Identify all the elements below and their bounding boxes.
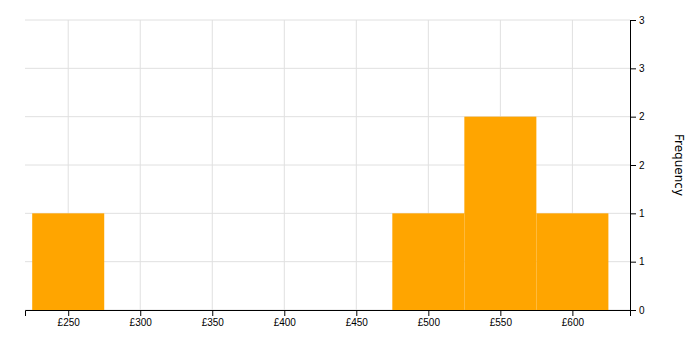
tick-label: £550 [490,317,513,328]
tick-label: £250 [58,317,81,328]
tick: £500 [418,310,441,328]
tick: £250 [58,310,81,328]
bar [32,213,104,310]
tick-label: £500 [418,317,441,328]
bar [392,213,464,310]
axis-line [26,311,631,317]
plot-area: £250 £300 £350 £400 £450 £500 £550 £600 0 1 1 2 2 3 3 [25,15,645,328]
tick: £550 [490,310,513,328]
y-axis: 0 1 1 2 2 3 3 [630,15,645,316]
grid-line [25,68,630,69]
tick: 2 [630,111,645,122]
tick-mark [572,310,573,316]
tick-mark [68,310,69,316]
tick-label: £300 [130,317,153,328]
tick-label: 3 [639,15,645,26]
tick-label: 0 [639,305,645,316]
bar [464,117,536,310]
tick-mark [630,310,636,311]
tick-label: 2 [639,160,645,171]
tick-mark [140,310,141,316]
tick: 0 [630,305,645,316]
grid-line [212,20,213,310]
axis-line [631,21,637,311]
tick-mark [212,310,213,316]
tick-mark [630,213,636,214]
grid-line [140,20,141,310]
tick: 2 [630,160,645,171]
tick-mark [630,117,636,118]
bar [104,310,176,311]
tick: £400 [274,310,297,328]
grid-line [25,20,630,21]
bar [536,213,608,310]
tick-mark [630,20,636,21]
chart: £250 £300 £350 £400 £450 £500 £550 £600 0 1 1 2 2 3 3 F… [0,0,700,350]
tick-mark [630,68,636,69]
tick: 3 [630,15,645,26]
tick-label: £350 [202,317,225,328]
tick-label: £450 [346,317,369,328]
grid-line [25,116,630,117]
tick-label: £600 [562,317,585,328]
tick-label: 1 [639,256,645,267]
axis-title: Frequency [672,134,686,196]
x-axis: £250 £300 £350 £400 £450 £500 £550 £600 [26,310,631,328]
tick-mark [500,310,501,316]
tick-label: £400 [274,317,297,328]
tick-mark [630,262,636,263]
tick-mark [428,310,429,316]
tick: 1 [630,256,645,267]
bars [32,117,608,310]
tick-mark [284,310,285,316]
bar [176,310,248,311]
grid [25,20,630,310]
tick-mark [630,165,636,166]
tick-label: 2 [639,111,645,122]
tick: 3 [630,63,645,74]
grid-line [284,20,285,310]
tick-label: 1 [639,208,645,219]
tick: 1 [630,208,645,219]
tick: £450 [346,310,369,328]
tick: £300 [130,310,153,328]
grid-line [356,20,357,310]
grid-line [25,165,630,166]
bar [320,310,392,311]
tick-mark [356,310,357,316]
bar [248,310,320,311]
tick: £350 [202,310,225,328]
tick: £600 [562,310,585,328]
tick-label: 3 [639,63,645,74]
